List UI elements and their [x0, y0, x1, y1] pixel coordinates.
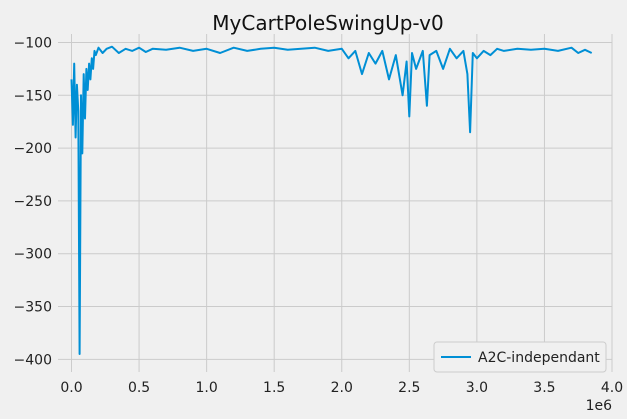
y-tick-label: −250: [14, 194, 52, 210]
x-tick-label: 1.5: [263, 380, 285, 396]
x-axis-scale-label: 1e6: [586, 398, 613, 414]
y-tick-label: −100: [14, 35, 52, 51]
y-tick-label: −300: [14, 247, 52, 263]
chart-title: MyCartPoleSwingUp-v0: [212, 11, 443, 35]
x-tick-label: 3.0: [466, 380, 488, 396]
x-tick-label: 1.0: [196, 380, 218, 396]
legend: A2C-independant: [433, 341, 607, 373]
x-tick-label: 0.5: [128, 380, 150, 396]
series-line-a2c-independant: [70, 45, 593, 355]
y-tick-label: −150: [14, 88, 52, 104]
x-tick-label: 3.5: [533, 380, 555, 396]
y-axis-ticks: −100 −150 −200 −250 −300 −350 −400: [14, 35, 52, 368]
y-tick-label: −400: [14, 352, 52, 368]
x-tick-label: 2.5: [398, 380, 420, 396]
legend-box: [433, 341, 607, 373]
x-tick-label: 2.0: [331, 380, 353, 396]
y-tick-label: −350: [14, 300, 52, 316]
y-tick-label: −200: [14, 141, 52, 157]
legend-label: A2C-independant: [478, 350, 600, 366]
x-axis-ticks: 0.0 0.5 1.0 1.5 2.0 2.5 3.0 3.5 4.0: [60, 380, 623, 396]
x-tick-label: 0.0: [60, 380, 82, 396]
x-tick-label: 4.0: [601, 380, 623, 396]
